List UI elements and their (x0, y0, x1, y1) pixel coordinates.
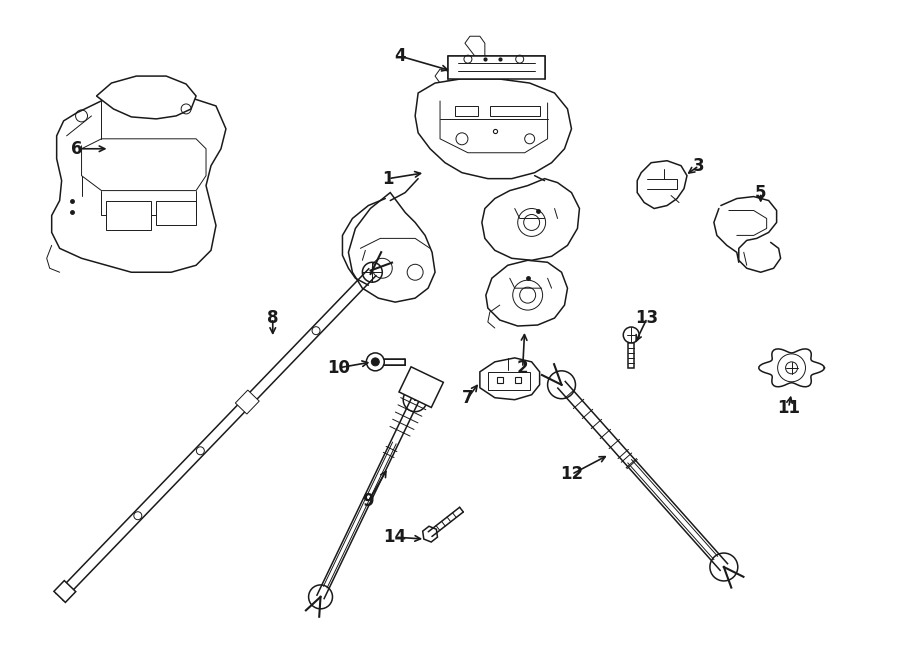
Polygon shape (463, 66, 498, 89)
Text: 6: 6 (71, 139, 82, 158)
Text: 8: 8 (267, 309, 278, 327)
Circle shape (786, 362, 797, 374)
Text: 9: 9 (363, 492, 374, 510)
Polygon shape (423, 526, 437, 542)
Text: 10: 10 (327, 359, 350, 377)
Text: 3: 3 (693, 157, 705, 175)
Polygon shape (157, 200, 196, 225)
Polygon shape (628, 343, 634, 368)
Polygon shape (490, 106, 540, 116)
Polygon shape (486, 260, 568, 326)
Polygon shape (348, 192, 435, 302)
Polygon shape (448, 56, 544, 79)
Polygon shape (455, 56, 508, 97)
Polygon shape (51, 93, 226, 272)
Polygon shape (488, 372, 530, 390)
Polygon shape (637, 161, 687, 208)
Text: 14: 14 (383, 528, 407, 546)
Text: 4: 4 (394, 47, 406, 65)
Text: 12: 12 (560, 465, 583, 483)
Polygon shape (399, 367, 444, 407)
Polygon shape (235, 390, 259, 414)
Text: 1: 1 (382, 170, 394, 188)
Text: 2: 2 (517, 359, 528, 377)
Polygon shape (480, 358, 540, 400)
Text: 13: 13 (635, 309, 659, 327)
Polygon shape (482, 178, 580, 260)
Polygon shape (54, 580, 76, 602)
Text: 7: 7 (462, 389, 473, 407)
Polygon shape (96, 76, 196, 119)
Polygon shape (455, 106, 478, 116)
Polygon shape (415, 79, 572, 178)
Text: 5: 5 (755, 184, 767, 202)
Polygon shape (106, 200, 151, 231)
Circle shape (372, 358, 379, 366)
Text: 11: 11 (777, 399, 800, 416)
